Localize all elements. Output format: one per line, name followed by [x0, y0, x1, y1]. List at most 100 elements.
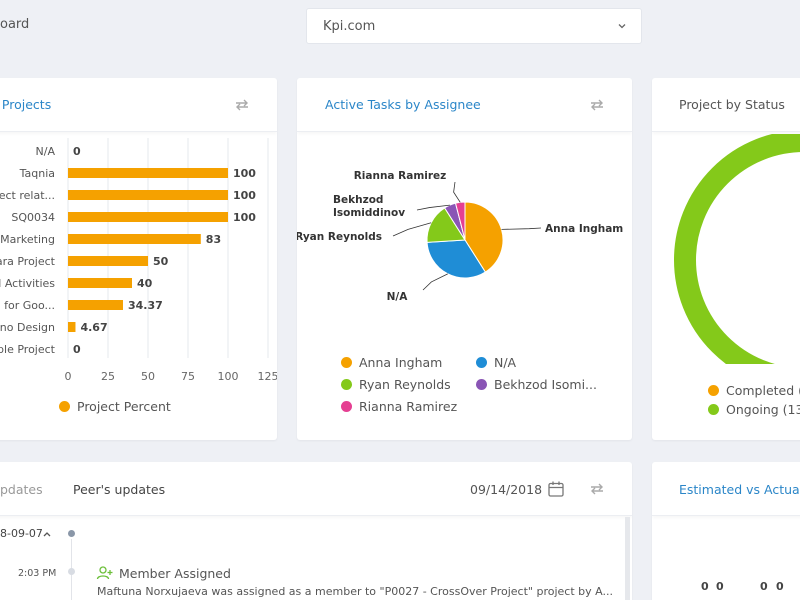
callout-label: Bekhzod [333, 194, 383, 206]
timeline-item-title: Member Assigned [119, 566, 231, 581]
updates-date[interactable]: 09/14/2018 [470, 482, 543, 497]
refresh-icon[interactable] [587, 479, 607, 499]
pie-slice [426, 239, 487, 279]
estimate-card-header: Estimated vs Actual T [652, 462, 800, 516]
estimate-value-label: 0 [760, 580, 768, 593]
legend-ryan-reynolds[interactable]: Ryan Reynolds [341, 377, 451, 392]
timeline-date-header: 8-09-07 [0, 527, 43, 540]
legend-label: Rianna Ramirez [359, 399, 458, 414]
category-label: Taqnia [19, 167, 55, 180]
page-title: oard [0, 17, 30, 32]
data-label: 40 [137, 277, 153, 290]
donut-ring-ongoing [674, 134, 800, 364]
bar [68, 278, 132, 288]
legend-bekhzod[interactable]: Bekhzod Isomi... [476, 377, 597, 392]
callout-label: Anna Ingham [545, 223, 623, 235]
bar [68, 212, 228, 222]
tasks-card-header: Active Tasks by Assignee [297, 78, 632, 132]
legend-label: Ongoing (13) [726, 402, 800, 417]
category-label: ple Project [0, 343, 56, 356]
legend-dot [476, 379, 487, 390]
legend-completed[interactable]: Completed (6 [708, 383, 800, 398]
callout-label: Rianna Ramirez [354, 170, 447, 182]
legend-rianna-ramirez[interactable]: Rianna Ramirez [341, 399, 457, 414]
user-add-icon [96, 566, 113, 580]
estimate-card-title: Estimated vs Actual T [679, 482, 800, 497]
status-card-title: Project by Status [679, 97, 785, 112]
scrollbar[interactable] [625, 517, 630, 600]
legend-dot [341, 401, 352, 412]
timeline-item-dot [68, 568, 75, 575]
x-tick-label: 100 [218, 370, 239, 383]
pie-slice [454, 201, 466, 241]
category-label: M Activities [0, 277, 55, 290]
legend-label: Completed (6 [726, 383, 800, 398]
legend-dot [341, 357, 352, 368]
legend-label: Ryan Reynolds [359, 377, 451, 392]
projects-card-header: 5 Projects [0, 78, 277, 132]
tab-peers-updates[interactable]: Peer's updates [73, 482, 166, 497]
category-label: SQ0034 [11, 211, 55, 224]
category-label: gno Design [0, 321, 55, 334]
estimate-value-label: 0 [776, 580, 784, 593]
project-percent-bar-chart: 0 25 50 75 100 125 N/A 0 Taqnia 100 oject relat...… [0, 138, 278, 383]
data-label: 34.37 [128, 299, 163, 312]
company-select-value: Kpi.com [323, 19, 376, 34]
bar [68, 234, 201, 244]
collapse-icon[interactable] [42, 530, 52, 538]
tasks-card-title: Active Tasks by Assignee [325, 97, 481, 112]
refresh-icon[interactable] [587, 95, 607, 115]
x-tick-label: 75 [181, 370, 195, 383]
bar [68, 190, 228, 200]
category-label: N/A [36, 145, 56, 158]
status-donut-chart [674, 134, 800, 364]
status-card: Project by Status Completed (6 Ongoing (… [652, 78, 800, 440]
company-select[interactable]: Kpi.com [306, 8, 642, 44]
legend-anna-ingham[interactable]: Anna Ingham [341, 355, 442, 370]
updates-card-header: pdates Peer's updates 09/14/2018 [0, 462, 632, 516]
legend-dot [59, 401, 70, 412]
callout-line [501, 227, 542, 230]
category-label: Marketing [0, 233, 55, 246]
callout-line [453, 181, 461, 203]
legend-label: Project Percent [77, 399, 171, 414]
callout-label: N/A [387, 291, 409, 303]
calendar-icon[interactable] [547, 480, 565, 498]
legend-label: Anna Ingham [359, 355, 443, 370]
updates-card: pdates Peer's updates 09/14/2018 8-09-07… [0, 462, 632, 600]
legend-ongoing[interactable]: Ongoing (13) [708, 402, 800, 417]
data-label: 4.67 [80, 321, 107, 334]
refresh-icon[interactable] [232, 95, 252, 115]
legend-label: Bekhzod Isomi... [494, 377, 597, 392]
data-label: 83 [206, 233, 221, 246]
timeline: 8-09-07 2:03 PM Member Assigned Maftuna … [0, 517, 632, 600]
status-card-header: Project by Status [652, 78, 800, 132]
legend-project-percent[interactable]: Project Percent [59, 399, 171, 414]
chevron-down-icon [618, 24, 626, 29]
bar [68, 256, 148, 266]
x-tick-label: 125 [258, 370, 278, 383]
legend-dot [708, 385, 719, 396]
projects-card: 5 Projects 0 25 50 75 100 125 N/A 0 Taqnia 100 oje… [0, 78, 277, 440]
bar [68, 300, 123, 310]
estimate-value-label: 0 [716, 580, 724, 593]
bar [68, 168, 228, 178]
top-bar: oard Kpi.com [0, 0, 800, 56]
category-label: g for Goo... [0, 299, 55, 312]
category-label: oject relat... [0, 189, 55, 202]
bar [68, 322, 76, 332]
timeline-dot [68, 530, 75, 537]
tab-my-updates[interactable]: pdates [0, 482, 43, 497]
estimate-value-label: 0 [701, 580, 709, 593]
data-label: 50 [153, 255, 169, 268]
legend-dot [341, 379, 352, 390]
callout-line [422, 273, 448, 291]
projects-card-title: 5 Projects [0, 97, 52, 112]
x-tick-label: 0 [65, 370, 72, 383]
legend-label: N/A [494, 355, 517, 370]
callout-line [392, 222, 432, 237]
data-label: 100 [233, 167, 256, 180]
tasks-card: Active Tasks by Assignee Anna Ingham N/A R… [297, 78, 632, 440]
legend-na[interactable]: N/A [476, 355, 516, 370]
data-label: 0 [73, 343, 81, 356]
